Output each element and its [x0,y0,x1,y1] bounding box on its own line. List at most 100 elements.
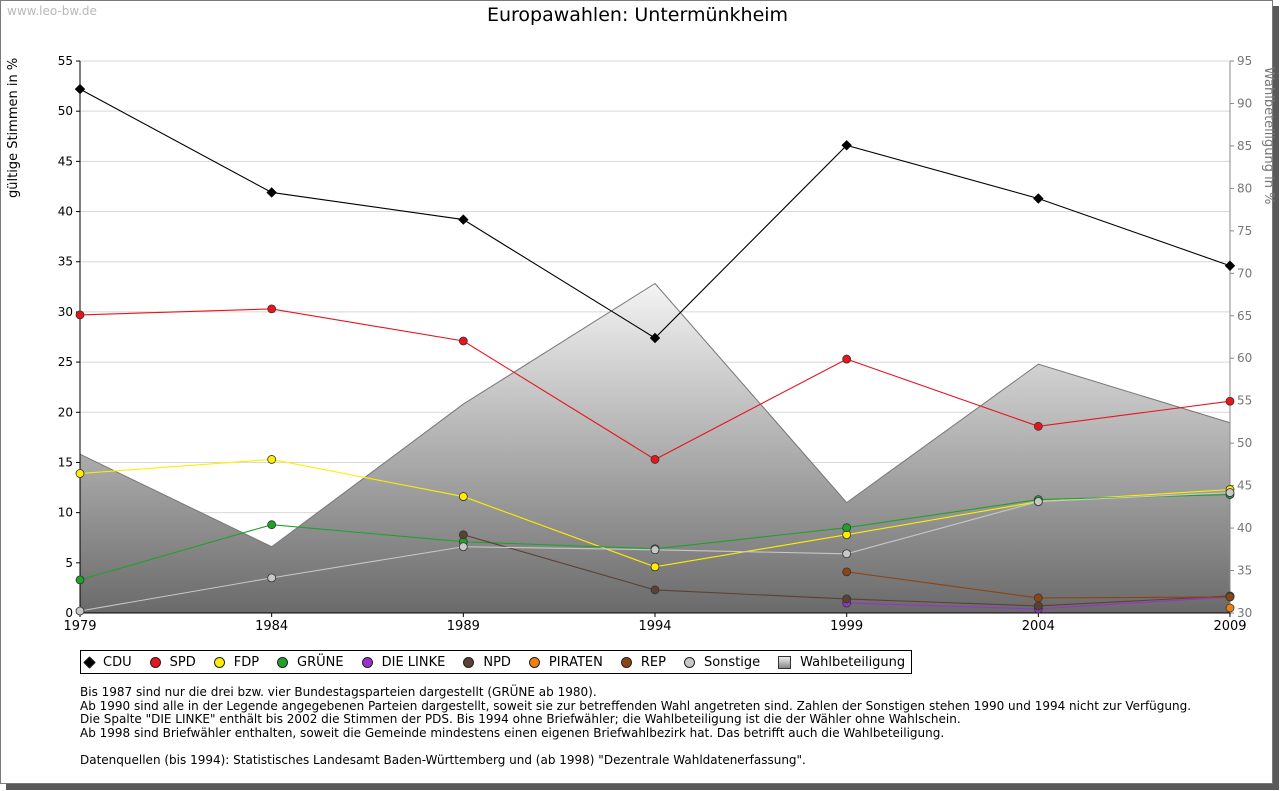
legend-swatch [778,655,792,669]
y-axis-label: gültige Stimmen in % [6,58,21,198]
note-line: Ab 1998 sind Briefwähler enthalten, sowe… [80,725,945,740]
tick-labels: 0 5 10 15 20 25 30 35 40 45 50 55 30 35 40 45 50 55 60 65 70… [6,54,1276,634]
data-point [267,304,277,314]
x-tick-label: 2004 [1022,619,1055,634]
legend-label: GRÜNE [297,654,344,670]
legend-item: PIRATEN [528,654,603,670]
y2-tick-label: 30 [1237,606,1252,620]
legend-item: REP [620,654,666,670]
y-tick-label: 50 [58,104,73,118]
data-point [1033,601,1043,611]
legend-item: NPD [463,655,511,670]
y-tick-label: 35 [58,255,73,269]
legend-swatch [463,656,475,668]
data-point [1224,260,1236,271]
data-point [1225,592,1235,602]
data-point [1033,497,1043,506]
y2-tick-label: 70 [1237,266,1252,280]
y-tick-label: 30 [58,305,73,319]
legend-swatch [83,655,96,669]
y2-tick-label: 90 [1237,96,1252,110]
y2-tick-label: 60 [1237,351,1252,365]
y-tick-label: 20 [58,405,73,419]
y2-tick-label: 45 [1237,479,1252,493]
legend-swatch [149,656,161,668]
legend-label: DIE LINKE [381,654,446,670]
data-point [1033,593,1043,603]
y-tick-label: 45 [58,154,73,168]
legend-item: SPD [149,654,196,670]
data-point [458,542,468,552]
x-tick-label: 2009 [1213,619,1246,634]
x-tick-label: 1999 [830,619,863,634]
legend-item: Sonstige [683,654,761,670]
data-point [841,140,852,151]
data-point [842,523,852,533]
note-line: Ab 1990 sind alle in der Legende angegeb… [80,698,1192,713]
data-point [267,455,277,464]
legend-label: CDU [103,654,132,670]
y-tick-label: 40 [58,205,73,219]
data-point [267,520,277,530]
y-tick-label: 5 [65,556,73,570]
note-line: Bis 1987 sind nur die drei bzw. vier Bun… [80,685,597,699]
y-tick-label: 10 [58,506,73,520]
data-point [842,594,852,604]
data-point [266,187,277,198]
legend: CDU SPD FDP GRÜNE DIE LINKE NPD PIRATEN REP Sons… [80,650,913,674]
note-line: Die Spalte "DIE LINKE" enthält bis 2002 … [80,712,961,726]
data-point [649,332,661,344]
data-point [75,575,85,585]
legend-item: DIE LINKE [361,654,446,670]
data-point [75,606,85,616]
legend-label: NPD [483,654,511,670]
y2-tick-label: 85 [1237,139,1252,153]
watermark: www.leo-bw.de [7,4,97,18]
y2-tick-label: 55 [1237,394,1252,408]
turnout-fill [80,283,1230,613]
chart-title: Europawahlen: Untermünkheim [486,4,789,26]
data-point [458,336,468,346]
turnout-line [79,282,1231,548]
legend-label: SPD [169,654,196,670]
data-point [1225,603,1235,613]
data-point [650,585,660,595]
notes: Bis 1987 sind nur die drei bzw. vier Bun… [80,685,1192,767]
data-point [650,455,660,464]
legend-swatch [683,656,695,668]
data-point [74,83,86,95]
legend-swatch [620,656,632,668]
legend-item: Wahlbeteiligung [778,655,905,670]
y2-tick-label: 75 [1237,224,1252,238]
legend-label: Wahlbeteiligung [800,654,906,670]
legend-swatch [277,656,289,668]
data-point [1033,193,1044,204]
data-point [842,549,852,559]
legend-label: PIRATEN [548,654,603,670]
data-point [458,214,469,225]
y2-tick-label: 50 [1237,436,1252,450]
y-tick-label: 25 [58,355,73,369]
source-note: Datenquellen (bis 1994): Statistisches L… [80,752,806,767]
legend-item: GRÜNE [277,655,344,670]
data-point [1225,396,1235,406]
x-tick-label: 1979 [63,619,96,634]
legend-label: REP [640,654,666,670]
legend-item: CDU [83,654,132,670]
legend-swatch [528,656,540,668]
data-point [842,354,852,364]
legend-item: FDP [213,655,259,670]
data-point [1225,488,1235,497]
y2-tick-label: 40 [1237,521,1252,535]
x-tick-label: 1984 [255,619,288,634]
legend-swatch [213,656,225,668]
data-point [458,530,468,540]
series-markers [74,83,1236,616]
turnout-area [79,282,1231,613]
data-point [1033,421,1043,431]
y2-tick-label: 95 [1237,54,1252,68]
legend-label: Sonstige [703,654,761,670]
data-point [75,310,85,320]
data-point [650,562,660,572]
